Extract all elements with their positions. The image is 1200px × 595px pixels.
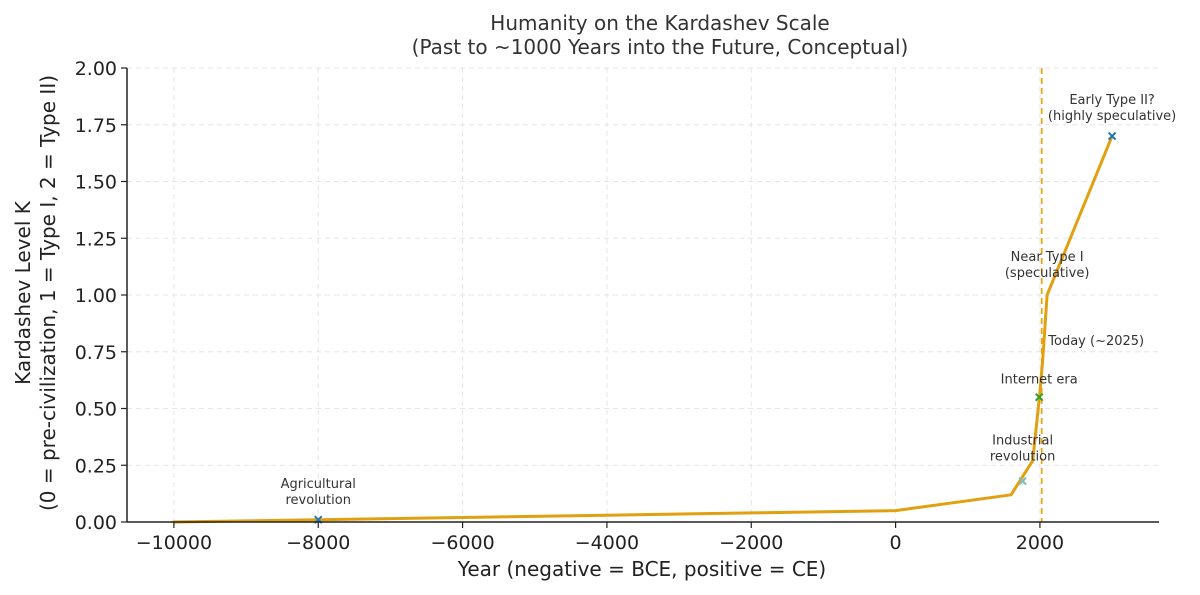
annotation-text: Industrial	[992, 434, 1053, 449]
y-tick-label: 0.25	[75, 455, 117, 477]
y-tick-label: 1.50	[75, 172, 117, 194]
annotation-text: Near Type I	[1011, 250, 1084, 265]
chart-title-line: (Past to ~1000 Years into the Future, Co…	[412, 35, 909, 59]
x-tick-label: −6000	[430, 532, 494, 554]
x-tick-label: −2000	[719, 532, 783, 554]
x-tick-label: −10000	[136, 532, 212, 554]
x-tick-label: −8000	[286, 532, 350, 554]
annotation-text: Today (~2025)	[1047, 334, 1144, 349]
axes	[121, 67, 1159, 528]
grid-lines	[127, 67, 1159, 523]
series-line	[172, 134, 1114, 524]
y-tick-label: 1.25	[75, 228, 117, 250]
x-tick-label: 2000	[1016, 532, 1064, 554]
chart-title-line: Humanity on the Kardashev Scale	[490, 11, 829, 35]
annotation-text: (speculative)	[1005, 266, 1090, 281]
y-tick-label: 1.75	[75, 115, 117, 137]
marker-stroke	[1107, 131, 1117, 141]
y-axis-label-line: (0 = pre-civilization, 1 = Type I, 2 = T…	[36, 75, 60, 511]
annotation-text: (highly speculative)	[1048, 109, 1176, 124]
y-tick-label: 0.00	[75, 512, 117, 534]
series-layer	[172, 134, 1114, 524]
annotation-text: Agricultural	[281, 477, 356, 492]
data-point-marker	[1034, 392, 1044, 402]
data-point-marker	[1018, 476, 1027, 486]
annotation-text: revolution	[990, 450, 1055, 465]
marker-stroke	[1034, 392, 1044, 402]
y-tick-label: 2.00	[75, 58, 117, 80]
y-tick-label: 0.50	[75, 399, 117, 421]
x-axis-label: Year (negative = BCE, positive = CE)	[457, 557, 826, 581]
chart-text: −10000 −8000 −6000 −4000 −2000 0 2000 0.00 0.25 0…	[11, 11, 1064, 581]
y-axis-label-line: Kardashev Level K	[11, 200, 35, 385]
annotation-text: Internet era	[1001, 373, 1078, 388]
x-tick-label: 0	[890, 532, 902, 554]
annotation-text: Early Type II?	[1069, 93, 1155, 108]
data-point-marker	[1107, 131, 1117, 141]
annotation-text: revolution	[286, 493, 351, 508]
x-tick-label: −4000	[575, 532, 639, 554]
marker-stroke	[1018, 476, 1027, 486]
y-tick-label: 1.00	[75, 285, 117, 307]
annotation-layer: AgriculturalrevolutionIndustrialrevoluti…	[281, 93, 1177, 508]
y-tick-label: 0.75	[75, 342, 117, 364]
